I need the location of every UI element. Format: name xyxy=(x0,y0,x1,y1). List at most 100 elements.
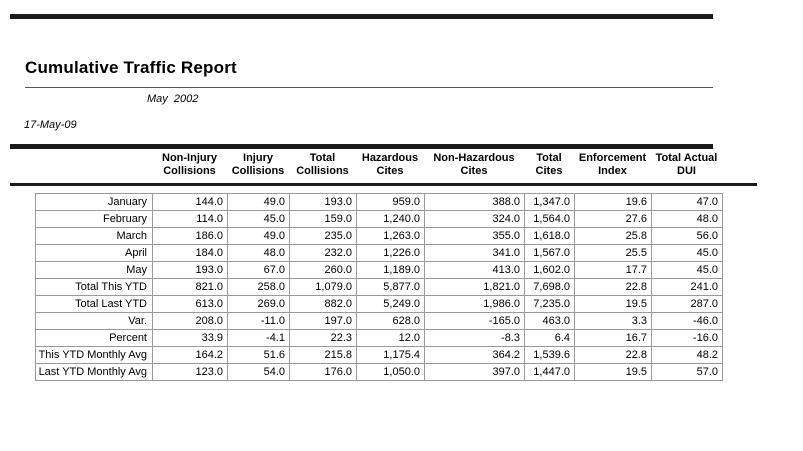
data-cell: 57.0 xyxy=(651,363,723,381)
data-cell: 413.0 xyxy=(424,261,525,279)
data-cell: 1,602.0 xyxy=(524,261,575,279)
data-cell: 1,263.0 xyxy=(356,227,425,245)
data-cell: 1,447.0 xyxy=(524,363,575,381)
data-cell: 193.0 xyxy=(289,193,357,211)
data-cell: 159.0 xyxy=(289,210,357,228)
table-row: Total This YTD 821.0 258.0 1,079.0 5,877.0 1,… xyxy=(35,278,723,296)
data-cell: 324.0 xyxy=(424,210,525,228)
data-cell: 22.8 xyxy=(574,278,652,296)
data-cell: 7,235.0 xyxy=(524,295,575,313)
column-header: Enforcement Index xyxy=(578,152,647,177)
data-cell: 48.0 xyxy=(227,244,290,262)
data-cell: 12.0 xyxy=(356,329,425,347)
data-cell: 463.0 xyxy=(524,312,575,330)
data-cell: 260.0 xyxy=(289,261,357,279)
data-cell: 613.0 xyxy=(152,295,228,313)
data-cell: 882.0 xyxy=(289,295,357,313)
data-cell: 197.0 xyxy=(289,312,357,330)
data-cell: 48.0 xyxy=(651,210,723,228)
data-cell: 355.0 xyxy=(424,227,525,245)
row-label: Var. xyxy=(35,312,153,330)
data-cell: 1,618.0 xyxy=(524,227,575,245)
data-cell: 16.7 xyxy=(574,329,652,347)
data-cell: -165.0 xyxy=(424,312,525,330)
data-cell: 1,347.0 xyxy=(524,193,575,211)
data-cell: 1,189.0 xyxy=(356,261,425,279)
data-cell: 287.0 xyxy=(651,295,723,313)
report-period: May 2002 xyxy=(147,93,199,105)
data-cell: 186.0 xyxy=(152,227,228,245)
top-rule xyxy=(10,14,713,19)
data-cell: 5,249.0 xyxy=(356,295,425,313)
data-cell: 215.8 xyxy=(289,346,357,364)
row-label: Percent xyxy=(35,329,153,347)
data-cell: 364.2 xyxy=(424,346,525,364)
report-title: Cumulative Traffic Report xyxy=(25,58,237,77)
row-label: Total This YTD xyxy=(35,278,153,296)
data-cell: 17.7 xyxy=(574,261,652,279)
table-row: Total Last YTD 613.0 269.0 882.0 5,249.0 1,98… xyxy=(35,295,723,313)
data-cell: 176.0 xyxy=(289,363,357,381)
data-cell: 33.9 xyxy=(152,329,228,347)
data-cell: 1,564.0 xyxy=(524,210,575,228)
column-header: Injury Collisions xyxy=(231,152,285,177)
column-header: Hazardous Cites xyxy=(361,152,419,177)
data-cell: 45.0 xyxy=(651,244,723,262)
data-cell: 27.6 xyxy=(574,210,652,228)
data-cell: 1,226.0 xyxy=(356,244,425,262)
row-label: This YTD Monthly Avg xyxy=(35,346,153,364)
row-label: March xyxy=(35,227,153,245)
data-cell: 19.5 xyxy=(574,295,652,313)
traffic-data-table: January 144.0 49.0 193.0 959.0 388.0 1,347.0 19… xyxy=(35,193,723,381)
row-label: Last YTD Monthly Avg xyxy=(35,363,153,381)
row-label: Total Last YTD xyxy=(35,295,153,313)
column-header: Non-Injury Collisions xyxy=(162,152,217,177)
data-cell: 397.0 xyxy=(424,363,525,381)
data-cell: 6.4 xyxy=(524,329,575,347)
data-cell: 67.0 xyxy=(227,261,290,279)
data-cell: 184.0 xyxy=(152,244,228,262)
table-row: April 184.0 48.0 232.0 1,226.0 341.0 1,567.0 25… xyxy=(35,244,723,262)
data-cell: 232.0 xyxy=(289,244,357,262)
data-cell: -16.0 xyxy=(651,329,723,347)
data-cell: 208.0 xyxy=(152,312,228,330)
data-cell: 22.3 xyxy=(289,329,357,347)
data-cell: 51.6 xyxy=(227,346,290,364)
table-row: This YTD Monthly Avg 164.2 51.6 215.8 1,175.… xyxy=(35,346,723,364)
data-cell: 1,539.6 xyxy=(524,346,575,364)
row-label: January xyxy=(35,193,153,211)
print-date: 17-May-09 xyxy=(24,119,77,131)
data-cell: 193.0 xyxy=(152,261,228,279)
data-cell: 144.0 xyxy=(152,193,228,211)
data-cell: 959.0 xyxy=(356,193,425,211)
table-row: January 144.0 49.0 193.0 959.0 388.0 1,347.0 19… xyxy=(35,193,723,211)
data-cell: 7,698.0 xyxy=(524,278,575,296)
column-header: Total Cites xyxy=(535,152,563,177)
data-cell: 821.0 xyxy=(152,278,228,296)
column-header: Non-Hazardous Cites xyxy=(433,152,515,177)
row-label: May xyxy=(35,261,153,279)
data-cell: 45.0 xyxy=(227,210,290,228)
data-cell: 19.5 xyxy=(574,363,652,381)
data-cell: 49.0 xyxy=(227,193,290,211)
data-cell: 1,567.0 xyxy=(524,244,575,262)
data-cell: 235.0 xyxy=(289,227,357,245)
data-cell: 49.0 xyxy=(227,227,290,245)
data-cell: 1,986.0 xyxy=(424,295,525,313)
data-cell: 48.2 xyxy=(651,346,723,364)
data-cell: 1,240.0 xyxy=(356,210,425,228)
data-cell: 164.2 xyxy=(152,346,228,364)
data-cell: -46.0 xyxy=(651,312,723,330)
column-header: Total Actual DUI xyxy=(655,152,718,177)
data-cell: 19.6 xyxy=(574,193,652,211)
row-label-column-spacer xyxy=(35,152,152,178)
data-cell: 123.0 xyxy=(152,363,228,381)
data-cell: -11.0 xyxy=(227,312,290,330)
table-row: March 186.0 49.0 235.0 1,263.0 355.0 1,618.0 25… xyxy=(35,227,723,245)
data-cell: 1,079.0 xyxy=(289,278,357,296)
data-cell: 1,050.0 xyxy=(356,363,425,381)
data-cell: 114.0 xyxy=(152,210,228,228)
data-cell: 22.8 xyxy=(574,346,652,364)
data-cell: -4.1 xyxy=(227,329,290,347)
